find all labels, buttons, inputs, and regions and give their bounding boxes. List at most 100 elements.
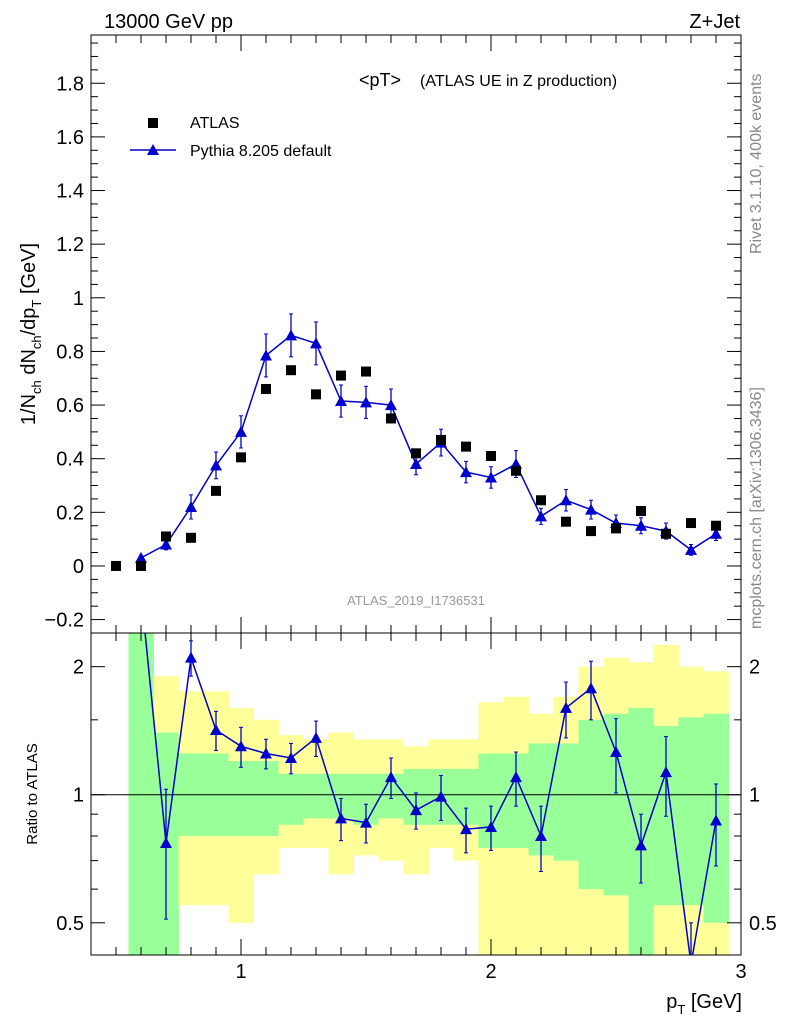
ratio-ylabel: Ratio to ATLAS bbox=[24, 743, 41, 844]
ratio-mc-point bbox=[335, 812, 347, 824]
mc-point bbox=[310, 337, 322, 349]
atlas-point bbox=[136, 560, 146, 571]
atlas-point bbox=[536, 495, 546, 506]
atlas-point bbox=[461, 441, 471, 452]
atlas-point bbox=[636, 505, 646, 516]
main-ytick-label: 0 bbox=[73, 556, 84, 578]
ratio-mc-point bbox=[185, 651, 197, 663]
ratio-mc-point bbox=[485, 820, 497, 832]
atlas-point bbox=[686, 518, 696, 529]
ratio-ytick-label-right: 0.5 bbox=[749, 913, 777, 935]
atlas-point bbox=[411, 448, 421, 459]
atlas-point bbox=[586, 526, 596, 537]
ratio-band-outer bbox=[503, 696, 529, 955]
ratio-ytick-label: 2 bbox=[73, 657, 84, 679]
ratio-mc-point bbox=[235, 740, 247, 752]
ratio-mc-point bbox=[560, 701, 572, 713]
ratio-band-inner bbox=[228, 761, 254, 836]
mc-point bbox=[560, 494, 572, 506]
ratio-ytick-label: 0.5 bbox=[56, 913, 84, 935]
legend-atlas-marker bbox=[148, 118, 158, 128]
title-sub: (ATLAS UE in Z production) bbox=[420, 73, 617, 90]
ratio-mc-point bbox=[310, 731, 322, 743]
mc-point bbox=[360, 396, 372, 408]
atlas-point bbox=[511, 465, 521, 476]
ratio-mc-point bbox=[610, 746, 622, 758]
mc-point bbox=[160, 538, 172, 550]
atlas-point bbox=[236, 452, 246, 463]
ratio-xtick-label: 1 bbox=[235, 961, 246, 983]
mc-point bbox=[685, 543, 697, 555]
mc-point bbox=[210, 459, 222, 471]
watermark: ATLAS_2019_I1736531 bbox=[347, 593, 485, 608]
legend-atlas-label: ATLAS bbox=[190, 115, 240, 132]
mc-point bbox=[135, 551, 147, 563]
rivet-label: Rivet 3.1.10, 400k events bbox=[748, 73, 765, 254]
atlas-point bbox=[386, 413, 396, 424]
ratio-panel: 0.5 0.5 1 1 2 2 1 2 3 Ratio to ATLAS pT [GeV] bbox=[24, 632, 777, 1017]
mc-point bbox=[385, 399, 397, 411]
ratio-ytick-label: 1 bbox=[73, 785, 84, 807]
main-ytick-label: 0.4 bbox=[56, 449, 84, 471]
ratio-band-inner bbox=[303, 773, 329, 819]
ratio-mc-point bbox=[410, 804, 422, 816]
ratio-mc-point bbox=[585, 682, 597, 694]
mc-point bbox=[635, 519, 647, 531]
main-panel: −0.2 0 0.2 0.4 0.6 0.8 1 1.2 1.4 1.6 1.8 <pT> (ATL… bbox=[18, 34, 742, 634]
mc-point bbox=[285, 329, 297, 341]
atlas-point bbox=[261, 383, 271, 394]
energy-label: 13000 GeV pp bbox=[104, 11, 233, 33]
ratio-band-inner bbox=[678, 717, 704, 906]
ratio-xtick-label: 2 bbox=[485, 961, 496, 983]
ratio-xlabel: pT [GeV] bbox=[666, 991, 742, 1017]
ratio-band-inner bbox=[553, 743, 579, 861]
ratio-mc-point bbox=[435, 790, 447, 802]
atlas-point bbox=[361, 366, 371, 377]
mc-line bbox=[140, 334, 717, 559]
process-label: Z+Jet bbox=[689, 11, 740, 33]
main-ytick-label: 0.2 bbox=[56, 502, 84, 524]
main-ytick-label: 1.2 bbox=[56, 234, 84, 256]
main-ytick-label: 1.6 bbox=[56, 127, 84, 149]
legend: ATLAS Pythia 8.205 default bbox=[130, 115, 332, 160]
main-ytick-label: 1.8 bbox=[56, 73, 84, 95]
ratio-mc-point bbox=[510, 771, 522, 783]
atlas-point bbox=[561, 516, 571, 527]
ratio-ytick-label-right: 1 bbox=[749, 785, 760, 807]
mcplots-label: mcplots.cern.ch [arXiv:1306.3436] bbox=[748, 387, 765, 629]
ratio-mc-point bbox=[460, 823, 472, 835]
ratio-mc-point bbox=[260, 747, 272, 759]
ratio-mc-point bbox=[685, 958, 697, 969]
main-frame bbox=[90, 34, 742, 634]
main-ytick-label: 1 bbox=[73, 288, 84, 310]
ratio-mc-point bbox=[635, 839, 647, 851]
mc-point bbox=[485, 471, 497, 483]
atlas-point bbox=[611, 523, 621, 534]
main-ylabel: 1/Nch dNch/dpT [GeV] bbox=[18, 243, 44, 425]
ratio-ytick-label-right: 2 bbox=[749, 657, 760, 679]
ratio-mc-point bbox=[385, 771, 397, 783]
mc-point bbox=[410, 458, 422, 470]
main-ytick-label: −0.2 bbox=[45, 610, 84, 632]
mc-point bbox=[535, 510, 547, 522]
ratio-xtick-label: 3 bbox=[735, 961, 746, 983]
mc-point bbox=[335, 395, 347, 407]
mc-point bbox=[585, 503, 597, 515]
main-ytick-label: 0.6 bbox=[56, 395, 84, 417]
atlas-point bbox=[436, 434, 446, 445]
main-ytick-label: 1.4 bbox=[56, 181, 84, 203]
ratio-mc-point bbox=[210, 723, 222, 735]
atlas-point bbox=[111, 560, 121, 571]
ratio-mc-point bbox=[360, 816, 372, 828]
ratio-mc-point bbox=[660, 766, 672, 778]
ratio-mc-point bbox=[710, 814, 722, 826]
title-main: <pT> bbox=[359, 70, 401, 90]
legend-mc-label: Pythia 8.205 default bbox=[190, 143, 332, 160]
ratio-mc-point bbox=[535, 829, 547, 841]
atlas-point bbox=[311, 389, 321, 400]
atlas-point bbox=[186, 532, 196, 543]
atlas-point bbox=[286, 365, 296, 376]
legend-mc-marker bbox=[147, 144, 159, 155]
mc-point bbox=[185, 500, 197, 512]
